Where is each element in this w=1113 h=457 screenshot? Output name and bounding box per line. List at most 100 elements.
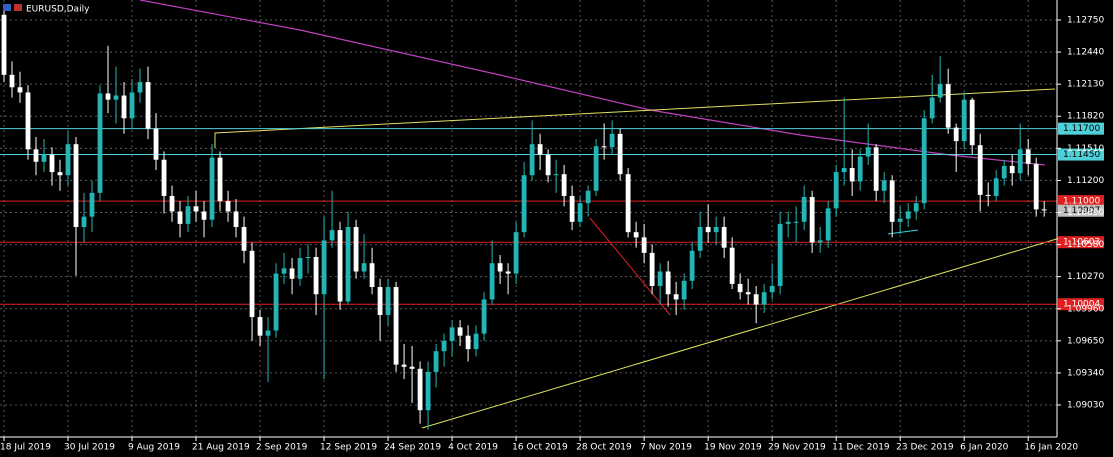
candle-body xyxy=(857,156,863,182)
candle-body xyxy=(513,232,519,274)
candle-body xyxy=(777,223,783,286)
candle-body xyxy=(113,95,119,100)
candle-body xyxy=(17,87,23,93)
candle-body xyxy=(497,263,503,272)
symbol-icon xyxy=(3,4,11,11)
x-tick-label: 2 Sep 2019 xyxy=(256,443,308,453)
candle-body xyxy=(281,268,287,274)
y-tick-label: 1.11200 xyxy=(1067,176,1104,186)
candle-body xyxy=(737,283,743,293)
x-tick-label: 7 Nov 2019 xyxy=(640,443,692,453)
candle-body xyxy=(697,226,703,251)
candle-body xyxy=(545,154,551,176)
candle-body xyxy=(409,366,415,369)
x-tick-label: 21 Aug 2019 xyxy=(192,443,250,453)
candle-body xyxy=(505,271,511,274)
candle-body xyxy=(897,218,903,222)
candle-body xyxy=(785,221,791,224)
candle-body xyxy=(833,172,839,209)
candle-body xyxy=(449,327,455,341)
candle-body xyxy=(769,285,775,293)
candle-body xyxy=(345,226,351,302)
candle-body xyxy=(121,95,127,119)
candle-body xyxy=(665,271,671,295)
candle-body xyxy=(457,327,463,336)
level-label: 1.11000 xyxy=(1063,197,1100,207)
candle-body xyxy=(633,232,639,238)
level-label: 1.10907 xyxy=(1063,206,1100,216)
candle-body xyxy=(33,149,39,162)
candle-body xyxy=(241,226,247,251)
candle-body xyxy=(889,180,895,222)
candle-body xyxy=(1017,149,1023,174)
candle-body xyxy=(465,335,471,350)
candle-body xyxy=(585,190,591,204)
candle-body xyxy=(473,333,479,350)
candle-body xyxy=(377,287,383,315)
y-tick-label: 1.10890 xyxy=(1067,208,1104,218)
candle-body xyxy=(369,263,375,288)
candle-body xyxy=(249,250,255,318)
candle-body xyxy=(961,99,967,142)
x-tick-label: 16 Jan 2020 xyxy=(1024,443,1078,453)
candle-body xyxy=(441,340,447,352)
candle-body xyxy=(137,82,143,93)
candle-body xyxy=(233,211,239,227)
candle-body xyxy=(953,127,959,142)
candle-body xyxy=(649,252,655,286)
x-tick-label: 6 Jan 2020 xyxy=(960,443,1008,453)
candle-body xyxy=(305,257,311,259)
candle-body xyxy=(841,167,847,173)
symbol-icon xyxy=(14,4,22,11)
candle-body xyxy=(201,211,207,220)
x-tick-label: 24 Sep 2019 xyxy=(384,443,441,453)
candle-body xyxy=(353,226,359,272)
x-tick-label: 11 Dec 2019 xyxy=(832,443,890,453)
candle-body xyxy=(593,146,599,191)
candle-body xyxy=(793,221,799,223)
candle-body xyxy=(289,268,295,279)
candle-body xyxy=(393,287,399,365)
candle-body xyxy=(849,167,855,182)
x-tick-label: 4 Oct 2019 xyxy=(448,443,498,453)
x-tick-label: 16 Oct 2019 xyxy=(512,443,568,453)
candle-body xyxy=(1009,165,1015,174)
candle-body xyxy=(937,84,943,98)
candle-body xyxy=(609,133,615,148)
level-label: 1.10603 xyxy=(1063,238,1100,248)
candle-body xyxy=(41,154,47,162)
level-label: 1.11450 xyxy=(1063,150,1100,160)
candle-body xyxy=(1033,163,1039,210)
candle-body xyxy=(913,203,919,212)
candle-body xyxy=(329,230,335,241)
candle-body xyxy=(873,147,879,191)
y-tick-label: 1.10270 xyxy=(1067,272,1104,282)
candle-body xyxy=(49,154,55,173)
trend-line xyxy=(421,237,1061,429)
candle-body xyxy=(65,144,71,176)
y-tick-label: 1.12750 xyxy=(1067,15,1104,25)
level-label-box xyxy=(1058,204,1104,217)
candle-body xyxy=(761,292,767,305)
y-tick-label: 1.11820 xyxy=(1067,112,1104,122)
candle-body xyxy=(817,240,823,243)
candle-body xyxy=(257,317,263,336)
candle-body xyxy=(921,118,927,204)
candle-body xyxy=(721,226,727,248)
trend-line xyxy=(589,217,671,316)
candle-body xyxy=(577,203,583,222)
y-tick-label: 1.12130 xyxy=(1067,80,1104,90)
candle-body xyxy=(265,330,271,336)
candle-body xyxy=(57,172,63,176)
x-tick-label: 29 Nov 2019 xyxy=(768,443,826,453)
candle-body xyxy=(25,92,31,150)
y-tick-label: 1.12440 xyxy=(1067,48,1104,58)
candle-body xyxy=(177,211,183,224)
candle-body xyxy=(537,144,543,155)
candle-body xyxy=(385,287,391,315)
y-tick-label: 1.09650 xyxy=(1067,336,1104,346)
candle-body xyxy=(881,180,887,191)
candle-body xyxy=(97,93,103,193)
candle-body xyxy=(129,92,135,119)
